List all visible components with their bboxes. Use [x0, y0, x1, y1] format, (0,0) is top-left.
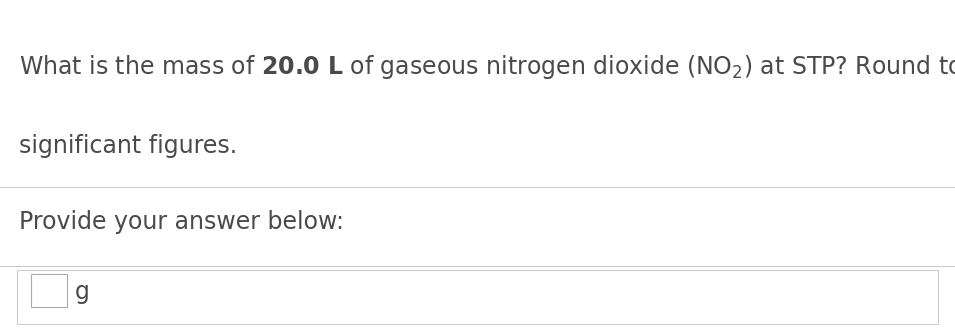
Text: significant figures.: significant figures.: [19, 134, 237, 158]
Text: Provide your answer below:: Provide your answer below:: [19, 210, 344, 234]
Text: g: g: [74, 280, 90, 304]
Text: What is the mass of $\mathbf{20.0\ L}$ of gaseous nitrogen dioxide $\mathrm{(NO_: What is the mass of $\mathbf{20.0\ L}$ o…: [19, 53, 955, 81]
